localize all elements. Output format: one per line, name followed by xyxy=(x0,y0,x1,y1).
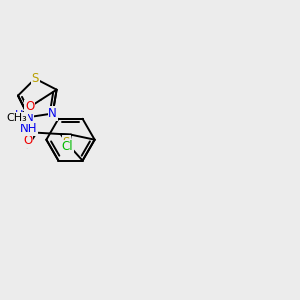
Text: O: O xyxy=(25,100,34,113)
Text: Cl: Cl xyxy=(61,140,73,153)
Text: S: S xyxy=(32,72,39,85)
Text: O: O xyxy=(23,134,33,147)
Text: S: S xyxy=(63,136,70,149)
Text: N: N xyxy=(25,111,33,124)
Text: N: N xyxy=(48,107,57,120)
Text: H: H xyxy=(15,110,24,120)
Text: NH: NH xyxy=(20,122,38,136)
Text: CH₃: CH₃ xyxy=(6,113,27,123)
